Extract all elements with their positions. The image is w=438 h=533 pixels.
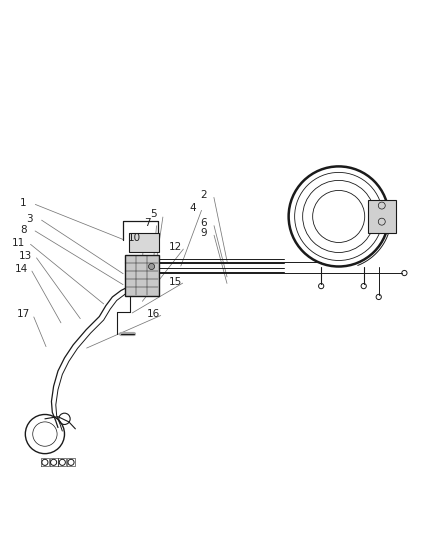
Text: 6: 6 (201, 218, 207, 228)
Text: 14: 14 (14, 264, 28, 273)
Text: 4: 4 (190, 203, 196, 213)
Text: 5: 5 (150, 209, 157, 219)
Text: 13: 13 (19, 251, 32, 261)
Circle shape (148, 263, 155, 270)
Text: 2: 2 (201, 190, 207, 200)
FancyBboxPatch shape (129, 233, 159, 252)
Text: 17: 17 (17, 309, 30, 319)
Text: 9: 9 (201, 228, 207, 238)
Text: 15: 15 (169, 277, 182, 287)
FancyBboxPatch shape (368, 200, 396, 232)
Text: 3: 3 (26, 214, 33, 224)
Text: 10: 10 (127, 233, 141, 243)
Text: 16: 16 (147, 309, 160, 319)
Text: 12: 12 (169, 242, 182, 252)
FancyBboxPatch shape (124, 255, 159, 296)
Text: 7: 7 (144, 218, 151, 228)
Text: 11: 11 (12, 238, 25, 247)
Text: 1: 1 (20, 198, 26, 208)
Text: 8: 8 (20, 224, 26, 235)
